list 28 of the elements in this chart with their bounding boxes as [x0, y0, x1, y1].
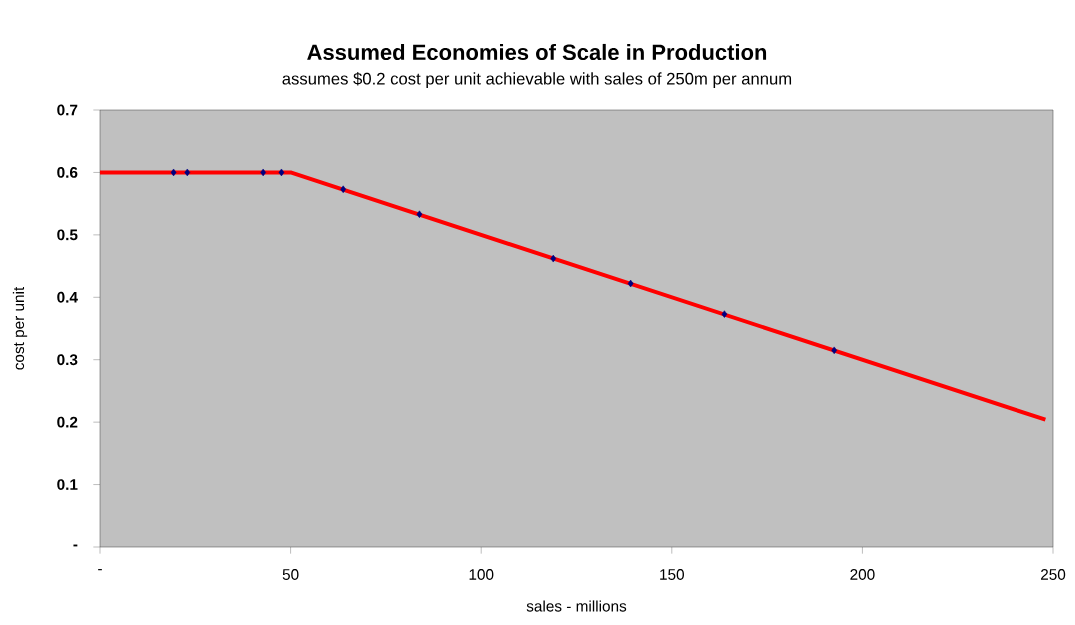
y-axis-title: cost per unit — [12, 286, 28, 370]
y-tick-label: 0.1 — [57, 479, 78, 490]
x-tick-label: 50 — [282, 569, 299, 580]
point — [170, 168, 177, 177]
chart-title: Assumed Economies of Scale in Production — [307, 43, 767, 61]
point — [340, 185, 347, 194]
point — [278, 168, 285, 177]
point — [550, 254, 557, 263]
point — [831, 346, 838, 355]
y-tick-label: 0.2 — [57, 416, 78, 428]
y-tick-label: - — [73, 544, 78, 547]
point — [184, 168, 191, 177]
point — [721, 310, 728, 318]
x-tick-label: - — [98, 569, 102, 571]
x-tick-label: 150 — [660, 569, 684, 580]
x-tick-label: 100 — [469, 569, 494, 580]
point — [627, 279, 634, 288]
x-tick-label: 200 — [850, 569, 875, 580]
y-tick-label: 0.6 — [57, 167, 78, 178]
y-tick-label: 0.4 — [57, 291, 78, 303]
point — [260, 168, 267, 177]
y-tick-label: 0.5 — [57, 229, 78, 241]
x-tick-label: 250 — [1040, 569, 1066, 580]
y-tick-label: 0.7 — [57, 104, 78, 116]
x-axis-title: sales - millions — [526, 600, 627, 612]
chart-subtitle: assumes $0.2 cost per unit achievable with sales of 250m per annum — [282, 72, 792, 88]
point — [416, 210, 423, 218]
y-tick-label: 0.3 — [57, 354, 78, 366]
